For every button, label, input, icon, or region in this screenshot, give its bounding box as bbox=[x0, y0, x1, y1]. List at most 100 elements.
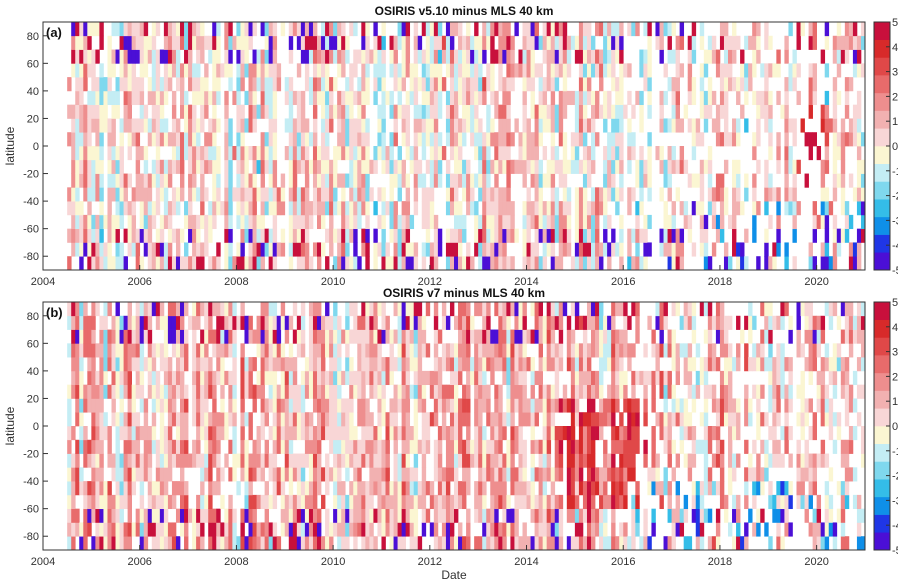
heatmap-cell bbox=[91, 453, 96, 468]
heatmap-cell bbox=[357, 132, 362, 147]
heatmap-cell bbox=[574, 398, 580, 413]
heatmap-cell bbox=[139, 494, 145, 510]
heatmap-cell bbox=[292, 159, 298, 174]
heatmap-cell bbox=[482, 536, 487, 551]
heatmap-cell bbox=[611, 77, 616, 92]
heatmap-cell bbox=[679, 22, 685, 37]
heatmap-cell bbox=[425, 35, 431, 50]
heatmap-cell bbox=[586, 467, 592, 482]
heatmap-cell bbox=[405, 329, 411, 344]
heatmap-cell bbox=[538, 508, 543, 523]
heatmap-cell bbox=[264, 398, 269, 413]
heatmap-cell bbox=[643, 159, 648, 174]
heatmap-cell bbox=[337, 453, 342, 468]
heatmap-cell bbox=[591, 343, 596, 358]
heatmap-cell bbox=[474, 49, 479, 64]
heatmap-cell bbox=[192, 22, 197, 37]
heatmap-cell bbox=[631, 132, 636, 147]
heatmap-cell bbox=[458, 481, 463, 496]
heatmap-cell bbox=[804, 329, 809, 344]
heatmap-cell bbox=[200, 201, 205, 216]
heatmap-cell bbox=[454, 22, 459, 37]
heatmap-cell bbox=[449, 357, 455, 372]
heatmap-cell bbox=[216, 187, 221, 202]
heatmap-cell bbox=[357, 118, 362, 133]
heatmap-cell bbox=[566, 494, 572, 510]
heatmap-cell bbox=[591, 49, 596, 64]
heatmap-cell bbox=[296, 522, 302, 537]
heatmap-cell bbox=[79, 77, 84, 92]
heatmap-cell bbox=[208, 453, 213, 468]
heatmap-cell bbox=[381, 228, 386, 243]
heatmap-cell bbox=[804, 315, 809, 330]
heatmap-cell bbox=[361, 77, 366, 92]
heatmap-cell bbox=[236, 187, 241, 202]
heatmap-cell bbox=[409, 508, 415, 523]
heatmap-cell bbox=[99, 522, 104, 537]
heatmap-cell bbox=[192, 90, 197, 106]
heatmap-cell bbox=[707, 187, 713, 202]
heatmap-cell bbox=[345, 35, 350, 50]
heatmap-cell bbox=[667, 256, 672, 271]
heatmap-cell bbox=[284, 77, 290, 92]
heatmap-cell bbox=[389, 187, 394, 202]
heatmap-cell bbox=[123, 118, 128, 133]
heatmap-cell bbox=[75, 173, 80, 188]
heatmap-cell bbox=[325, 329, 330, 344]
heatmap-cell bbox=[272, 357, 278, 372]
heatmap-cell bbox=[349, 494, 354, 510]
heatmap-cell bbox=[413, 453, 419, 468]
heatmap-cell bbox=[530, 439, 535, 454]
heatmap-cell bbox=[732, 49, 737, 64]
heatmap-cell bbox=[83, 242, 88, 257]
heatmap-cell bbox=[671, 118, 676, 133]
heatmap-cell bbox=[79, 214, 84, 230]
heatmap-cell bbox=[591, 63, 596, 78]
heatmap-cell bbox=[200, 329, 205, 344]
heatmap-cell bbox=[151, 508, 157, 523]
heatmap-cell bbox=[623, 370, 628, 386]
heatmap-cell bbox=[776, 159, 781, 174]
heatmap-cell bbox=[373, 49, 378, 64]
heatmap-cell bbox=[163, 357, 169, 372]
heatmap-cell bbox=[280, 508, 286, 523]
heatmap-cell bbox=[663, 315, 668, 330]
heatmap-cell bbox=[474, 132, 479, 147]
heatmap-cell bbox=[627, 256, 632, 271]
heatmap-cell bbox=[155, 201, 161, 216]
heatmap-cell bbox=[260, 329, 265, 344]
heatmap-cell bbox=[317, 214, 322, 230]
heatmap-cell bbox=[486, 256, 491, 271]
heatmap-cell bbox=[317, 146, 322, 161]
heatmap-cell bbox=[619, 35, 624, 50]
heatmap-cell bbox=[784, 426, 789, 441]
heatmap-cell bbox=[91, 302, 96, 317]
heatmap-cell bbox=[252, 453, 257, 468]
heatmap-cell bbox=[397, 426, 402, 441]
heatmap-cell bbox=[252, 384, 257, 399]
heatmap-cell bbox=[99, 467, 104, 482]
heatmap-cell bbox=[562, 228, 568, 243]
heatmap-cell bbox=[296, 146, 302, 161]
heatmap-cell bbox=[357, 104, 362, 119]
heatmap-cell bbox=[224, 522, 229, 537]
heatmap-cell bbox=[200, 159, 205, 174]
heatmap-cell bbox=[159, 453, 165, 468]
heatmap-cell bbox=[635, 508, 640, 523]
heatmap-cell bbox=[361, 522, 366, 537]
heatmap-cell bbox=[111, 228, 116, 243]
colorbar-tick-label: 5 bbox=[892, 17, 898, 29]
heatmap-cell bbox=[425, 426, 431, 441]
heatmap-cell bbox=[752, 228, 757, 243]
heatmap-cell bbox=[538, 481, 543, 496]
heatmap-cell bbox=[200, 494, 205, 510]
heatmap-cell bbox=[623, 63, 628, 78]
heatmap-cell bbox=[389, 63, 394, 78]
heatmap-cell bbox=[345, 214, 350, 230]
heatmap-cell bbox=[204, 159, 209, 174]
heatmap-cell bbox=[417, 494, 423, 510]
heatmap-cell bbox=[123, 522, 128, 537]
heatmap-cell bbox=[143, 467, 149, 482]
heatmap-cell bbox=[752, 132, 757, 147]
heatmap-cell bbox=[832, 146, 838, 161]
